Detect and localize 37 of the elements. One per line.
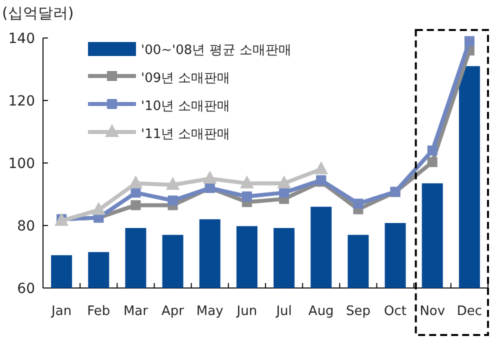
x-tick-label: Mar bbox=[123, 304, 149, 319]
x-tick-label: Feb bbox=[87, 304, 110, 319]
x-tick-label: Oct bbox=[384, 304, 407, 319]
x-tick-label: May bbox=[196, 304, 224, 319]
legend-label: '00~'08년 평균 소매판매 bbox=[141, 43, 292, 58]
legend-label: '11년 소매판매 bbox=[141, 127, 230, 142]
point bbox=[353, 198, 364, 209]
x-tick-label: Jun bbox=[236, 304, 258, 319]
point bbox=[464, 36, 474, 46]
point bbox=[168, 196, 178, 206]
point bbox=[202, 170, 217, 184]
y-tick-label: 80 bbox=[17, 218, 35, 234]
x-tick-label: Jul bbox=[275, 304, 292, 319]
x-tick-label: Jan bbox=[50, 304, 72, 319]
legend-label: '09년 소매판매 bbox=[141, 71, 230, 86]
x-tick-label: Apr bbox=[162, 304, 185, 319]
point bbox=[427, 146, 438, 156]
point bbox=[240, 175, 254, 188]
y-axis-title: (십억달러) bbox=[2, 4, 74, 22]
x-tick-label: Dec bbox=[456, 304, 482, 319]
y-tick-label: 120 bbox=[8, 94, 35, 110]
x-tick-label: Sep bbox=[346, 304, 370, 319]
x-tick-label: Nov bbox=[420, 304, 446, 319]
point bbox=[128, 175, 143, 188]
y-tick-label: 60 bbox=[17, 281, 35, 297]
point bbox=[242, 191, 252, 202]
y-tick-label: 100 bbox=[8, 156, 35, 172]
point bbox=[314, 161, 328, 174]
point bbox=[277, 175, 292, 188]
point bbox=[279, 188, 290, 198]
y-tick-label: 140 bbox=[8, 31, 35, 47]
point bbox=[166, 176, 180, 190]
point bbox=[92, 202, 106, 215]
x-tick-label: Aug bbox=[308, 304, 334, 319]
legend-label: '10년 소매판매 bbox=[141, 99, 230, 114]
point bbox=[427, 157, 438, 168]
point bbox=[130, 200, 141, 210]
